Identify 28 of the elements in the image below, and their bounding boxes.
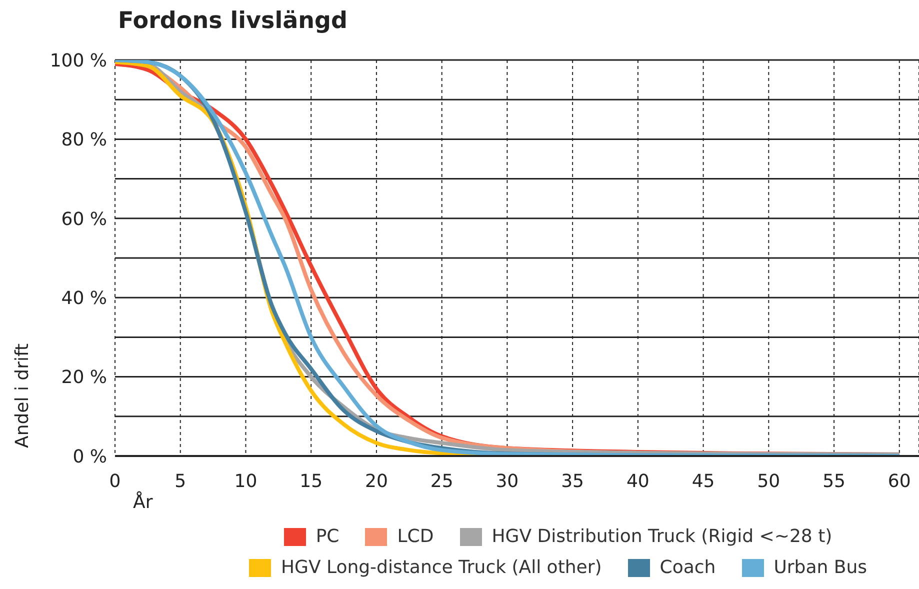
x-tick-label: 10 [234,470,258,492]
y-axis-title: Andel i drift [12,343,33,448]
legend-label: HGV Distribution Truck (Rigid <~28 t) [492,526,832,547]
x-tick-label: 40 [626,470,650,492]
x-tick-label: 30 [496,470,519,492]
y-tick-label: 80 % [61,130,107,151]
x-tick-label: 55 [822,470,846,492]
x-tick-label: 5 [174,470,186,492]
x-axis-title: År [133,491,154,513]
x-tick-label: 25 [430,470,454,492]
legend-label: PC [316,526,340,547]
legend-label: HGV Long-distance Truck (All other) [280,557,602,578]
y-tick-label: 60 % [61,208,107,230]
y-tick-label: 40 % [61,288,107,309]
legend-label: LCD [397,526,434,547]
x-tick-label: 15 [300,470,323,492]
y-tick-label: 20 % [61,367,107,388]
legend-label: Coach [660,557,716,578]
x-tick-label: 0 [109,470,121,492]
x-tick-label: 20 [365,470,388,492]
legend-label: Urban Bus [774,557,868,578]
x-tick-label: 35 [561,470,584,492]
x-tick-label: 50 [757,470,780,492]
y-tick-label: 0 % [72,446,107,468]
y-tick-label: 100 % [50,50,107,72]
x-tick-label: 45 [692,470,715,492]
x-tick-label: 60 [888,470,911,492]
chart-title: Fordons livslängd [118,8,348,36]
